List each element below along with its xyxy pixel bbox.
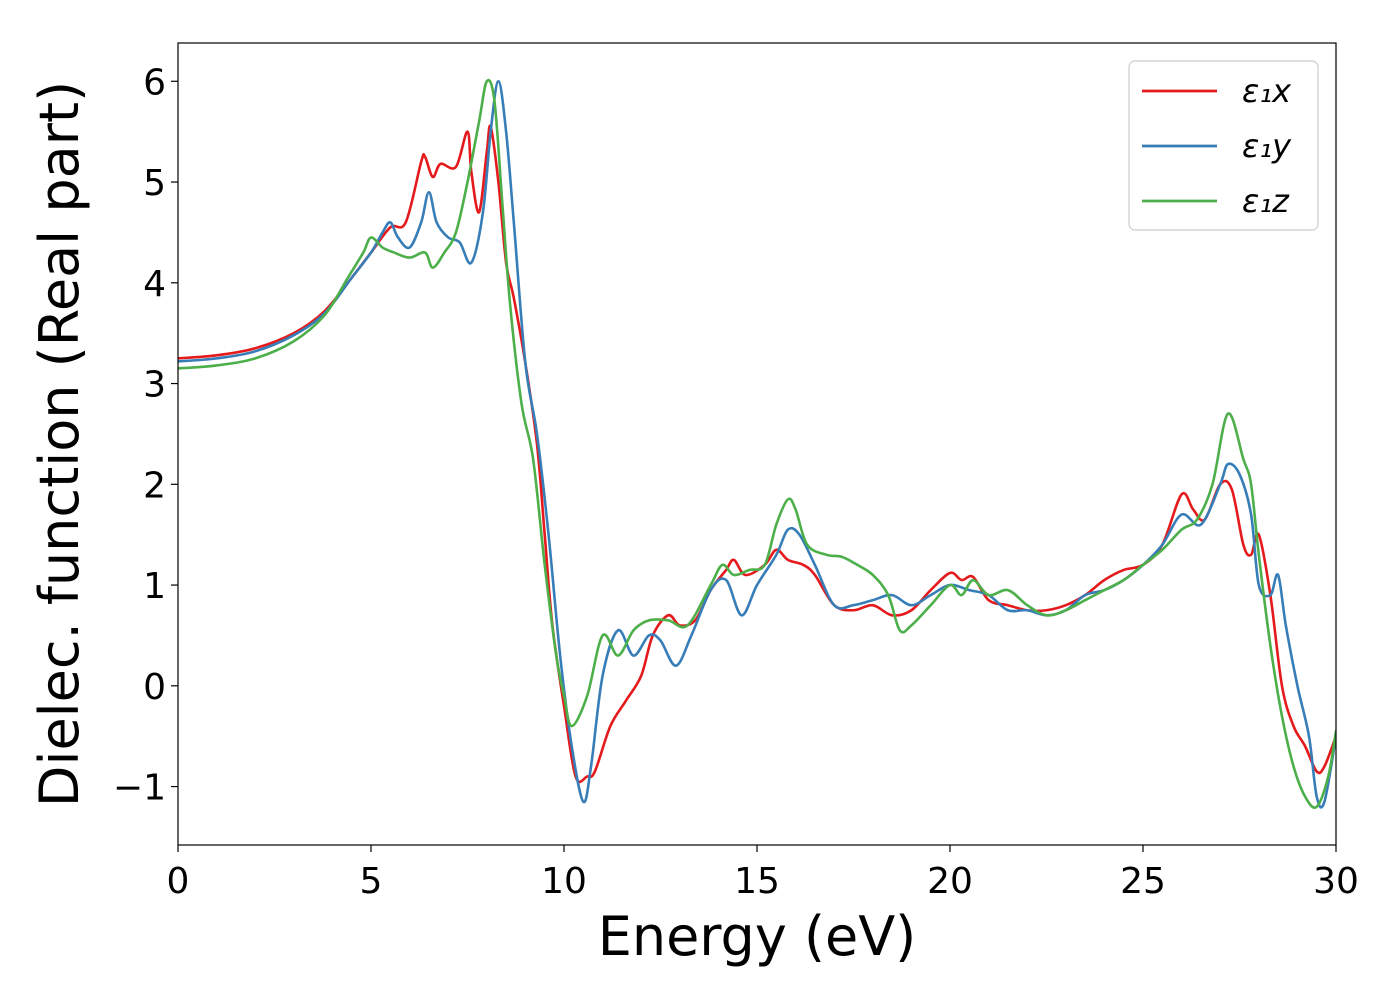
y-axis: −1 0 1 2 3 4 5 6 [113,62,178,809]
y-tick-label: 5 [143,163,166,204]
legend-label-eps1y: ε₁y [1242,127,1292,165]
y-tick-label: 3 [143,365,166,406]
y-tick-label: 6 [143,62,166,103]
series-layer [178,78,1336,809]
y-tick-label: 1 [143,566,166,607]
x-tick-label: 5 [360,861,383,902]
y-tick-label: 4 [143,264,166,305]
legend-label-eps1z: ε₁z [1242,182,1290,220]
legend: ε₁x ε₁y ε₁z [1128,60,1319,231]
series-line-eps1y [178,79,1336,809]
series-line-eps1z [178,78,1336,809]
x-tick-label: 30 [1313,861,1359,902]
x-tick-label: 25 [1120,861,1166,902]
x-tick-label: 10 [541,861,587,902]
series-line-eps1x [178,124,1336,784]
legend-label-eps1x: ε₁x [1242,72,1292,110]
x-axis-label: Energy (eV) [598,905,917,968]
x-tick-label: 20 [927,861,973,902]
x-axis: 0 5 10 15 20 25 30 [167,845,1359,902]
y-tick-label: 2 [143,465,166,506]
x-tick-label: 15 [734,861,780,902]
y-tick-label: 0 [143,667,166,708]
legend-box [1128,60,1319,231]
y-axis-label: Dielec. function (Real part) [28,81,91,807]
y-tick-label: −1 [113,768,166,809]
x-tick-label: 0 [167,861,190,902]
